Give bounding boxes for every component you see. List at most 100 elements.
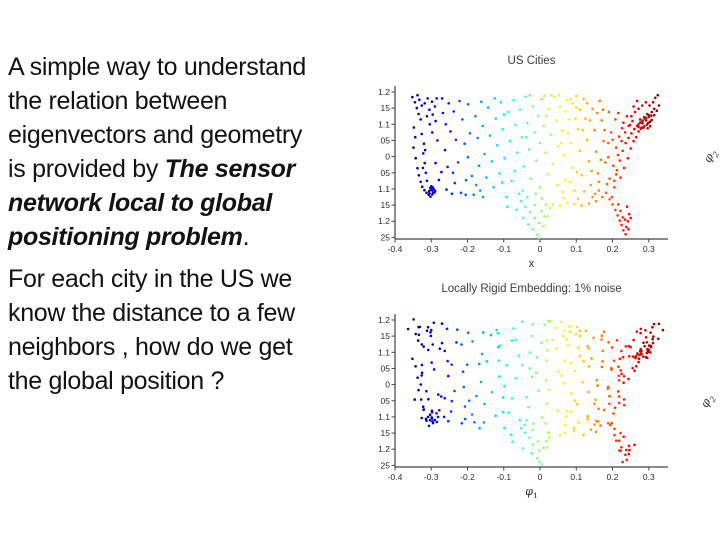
data-point xyxy=(600,365,604,369)
data-point xyxy=(422,152,425,155)
data-point xyxy=(545,339,549,342)
body-text: A simple way to understand xyxy=(8,53,306,81)
data-point xyxy=(531,428,534,432)
data-point xyxy=(425,179,429,183)
data-point xyxy=(519,426,523,430)
data-point xyxy=(413,398,416,401)
data-point xyxy=(418,325,422,329)
data-point xyxy=(423,148,427,152)
data-point xyxy=(636,352,639,356)
data-point xyxy=(616,390,620,393)
y-tick-label: 15 xyxy=(381,331,391,341)
data-point xyxy=(490,160,494,163)
data-point xyxy=(498,172,501,175)
data-point xyxy=(522,165,525,168)
data-point xyxy=(531,228,535,231)
data-point xyxy=(422,142,426,145)
data-point xyxy=(521,189,524,192)
data-point xyxy=(627,228,630,231)
data-point xyxy=(560,320,563,324)
x-tick-label: -0.4 xyxy=(388,472,403,482)
data-point xyxy=(640,352,643,355)
data-point xyxy=(453,181,457,185)
data-point xyxy=(630,114,633,118)
data-point xyxy=(489,333,493,337)
data-point xyxy=(538,141,542,145)
data-point xyxy=(622,166,626,170)
data-point xyxy=(423,102,426,105)
data-point xyxy=(608,423,612,427)
data-point xyxy=(619,369,622,372)
data-point xyxy=(597,180,601,184)
data-point xyxy=(503,156,506,160)
data-point xyxy=(514,338,518,342)
y-tick-label: 0 xyxy=(385,152,390,162)
data-point xyxy=(506,110,510,114)
data-point xyxy=(531,443,535,446)
data-point xyxy=(479,380,483,384)
data-point xyxy=(431,113,434,116)
text-line: eigenvectors and geometry xyxy=(8,118,364,152)
data-point xyxy=(478,189,482,192)
data-point xyxy=(447,374,450,378)
data-point xyxy=(459,191,463,195)
y-tick-label: 1.1 xyxy=(378,119,390,129)
data-point xyxy=(649,331,652,334)
data-point xyxy=(606,141,610,145)
data-point xyxy=(472,193,475,196)
data-point xyxy=(507,411,511,414)
data-point xyxy=(474,183,478,187)
data-point xyxy=(546,173,549,176)
data-point xyxy=(621,355,625,359)
data-point xyxy=(478,426,481,430)
data-point xyxy=(531,323,534,326)
data-point xyxy=(608,395,611,398)
data-point xyxy=(640,120,644,123)
data-point xyxy=(557,370,560,373)
data-point xyxy=(624,141,627,145)
scatter-us-cities: US Cities -0.4 -0.3 -0.2 -0.1 0 0.1 0.2 0.3 1.2 15… xyxy=(378,55,668,270)
data-point xyxy=(506,205,509,208)
data-point xyxy=(601,349,605,353)
data-point xyxy=(417,112,420,116)
text-line: A simple way to understand xyxy=(8,50,364,84)
data-point xyxy=(466,103,470,106)
data-point xyxy=(526,195,529,199)
data-point xyxy=(573,189,576,192)
data-point xyxy=(473,421,476,424)
data-point xyxy=(606,385,610,389)
data-point xyxy=(433,189,437,193)
y-tick-label: 15 xyxy=(381,200,391,210)
data-point xyxy=(528,93,532,97)
data-point xyxy=(616,214,619,217)
data-point xyxy=(529,177,533,180)
data-point xyxy=(592,336,595,340)
data-point xyxy=(428,123,432,126)
data-point xyxy=(439,395,443,398)
data-point xyxy=(623,218,627,221)
data-point xyxy=(528,210,532,214)
data-point xyxy=(614,118,617,121)
data-point xyxy=(563,359,566,362)
data-point xyxy=(559,141,563,145)
x-tick-label: 0.1 xyxy=(570,472,582,482)
data-point xyxy=(526,121,529,124)
data-point xyxy=(645,123,649,126)
data-point xyxy=(601,195,604,199)
data-point xyxy=(558,434,562,437)
data-point xyxy=(576,197,580,200)
data-point xyxy=(637,360,640,364)
data-point xyxy=(581,128,585,132)
data-point xyxy=(430,409,434,412)
data-point xyxy=(564,338,568,341)
data-point xyxy=(537,389,540,392)
data-point xyxy=(427,348,430,352)
chart-title: US Cities xyxy=(508,55,556,67)
data-point xyxy=(652,335,655,338)
data-point xyxy=(534,192,537,196)
data-point xyxy=(651,337,654,341)
data-point xyxy=(601,360,604,363)
data-point xyxy=(549,133,553,136)
data-point xyxy=(461,370,465,373)
data-point xyxy=(508,139,512,143)
